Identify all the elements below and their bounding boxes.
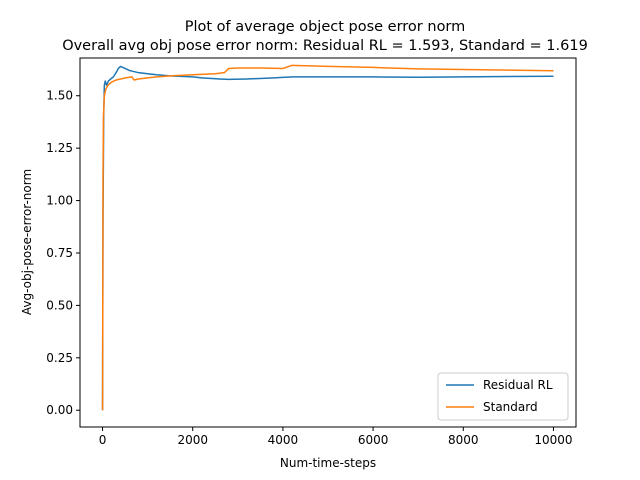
- chart-title: Plot of average object pose error norm: [185, 19, 466, 35]
- plot-area: [79, 57, 577, 428]
- x-axis: 0 2000 4000 6000 8000 10000: [99, 427, 573, 447]
- x-tick-label: 6000: [358, 433, 389, 447]
- x-axis-label: Num-time-steps: [280, 456, 376, 470]
- x-tick-label: 0: [99, 433, 107, 447]
- y-tick-label: 0.25: [46, 351, 73, 365]
- x-tick-label: 10000: [534, 433, 572, 447]
- x-tick-label: 4000: [268, 433, 299, 447]
- y-tick-label: 1.25: [46, 141, 73, 155]
- x-tick-label: 8000: [448, 433, 479, 447]
- legend: Residual RL Standard: [437, 372, 569, 421]
- legend-label: Standard: [483, 400, 538, 414]
- series-line-standard: [101, 64, 554, 411]
- y-axis-label: Avg-obj-pose-error-norm: [20, 169, 34, 315]
- legend-label: Residual RL: [483, 378, 553, 392]
- x-tick-label: 2000: [177, 433, 208, 447]
- series-line-residual-rl: [101, 65, 554, 411]
- chart-subtitle: Overall avg obj pose error norm: Residua…: [62, 38, 588, 54]
- y-axis: 0.00 0.25 0.50 0.75 1.00 1.25 1.50: [46, 89, 80, 417]
- y-tick-label: 0.00: [46, 403, 73, 417]
- y-tick-label: 0.50: [46, 298, 73, 312]
- plot-frame: [79, 57, 577, 428]
- y-tick-label: 1.50: [46, 89, 73, 103]
- y-tick-label: 0.75: [46, 246, 73, 260]
- y-tick-label: 1.00: [46, 194, 73, 208]
